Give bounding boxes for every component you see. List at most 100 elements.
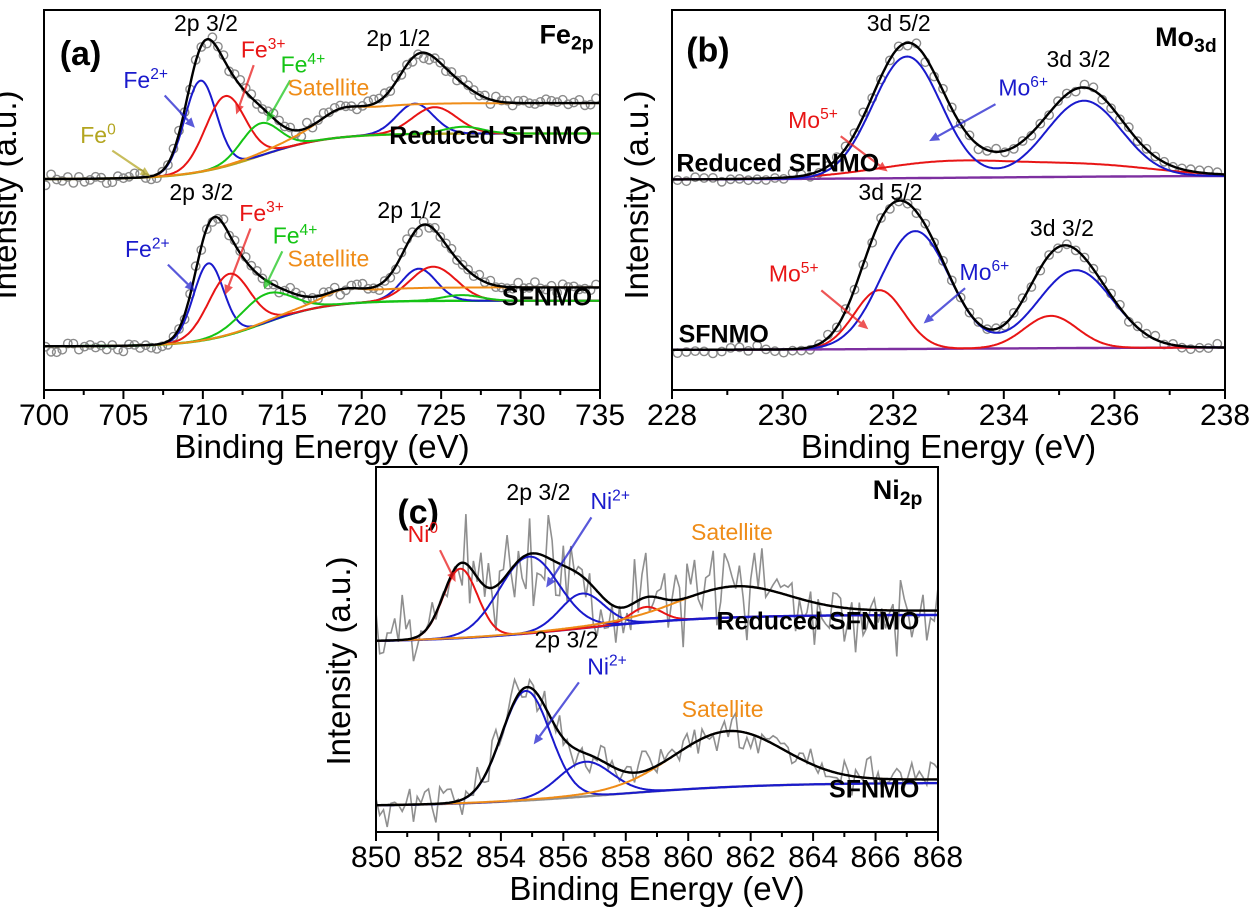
figure-shape bbox=[1061, 88, 1072, 99]
figure-shape bbox=[1185, 344, 1196, 355]
corner-label: Mo3d bbox=[1155, 22, 1217, 57]
x-tick-label: 860 bbox=[663, 841, 713, 874]
annotation-arrowhead bbox=[139, 167, 151, 177]
figure-shape bbox=[876, 213, 886, 223]
envelope-curve-reduced-sfnmo bbox=[673, 41, 1224, 181]
figure-shape bbox=[708, 172, 718, 183]
figure-shape: 4+ bbox=[300, 222, 318, 239]
figure-shape bbox=[716, 346, 727, 357]
figure-shape bbox=[911, 208, 922, 219]
annotation-arrowhead bbox=[264, 278, 273, 290]
figure-shape bbox=[435, 231, 446, 242]
figure-shape bbox=[257, 273, 268, 284]
region-2p32-top: 2p 3/2 bbox=[506, 479, 570, 505]
figure-shape bbox=[743, 345, 754, 356]
annotation-arrow bbox=[538, 681, 580, 737]
figure-shape bbox=[457, 259, 468, 270]
figure-shape bbox=[1053, 243, 1063, 254]
figure-shape: (a) bbox=[60, 35, 102, 73]
x-tick-label: 730 bbox=[496, 399, 546, 432]
spectrum-sfnmo bbox=[673, 196, 1224, 359]
envelope-curve-reduced-sfnmo bbox=[377, 552, 937, 642]
figure-shape bbox=[1044, 110, 1055, 121]
figure-shape bbox=[518, 95, 529, 106]
figure-shape: 0 bbox=[107, 121, 116, 138]
figure-shape: 3+ bbox=[268, 36, 286, 53]
figure-shape bbox=[113, 171, 123, 182]
figure-shape: 2p 1/2 bbox=[377, 197, 441, 223]
figure-shape: Fe bbox=[123, 67, 150, 93]
annotation-arrowhead bbox=[266, 111, 276, 123]
figure-shape bbox=[1035, 118, 1046, 129]
figure-shape bbox=[346, 280, 357, 291]
fe3-bot: Fe3+ bbox=[239, 199, 284, 226]
mo5-top: Mo5+ bbox=[788, 106, 838, 133]
figure-shape: Satellite bbox=[691, 519, 773, 545]
figure-shape: 3d 3/2 bbox=[1047, 46, 1111, 72]
figure-shape bbox=[418, 216, 429, 227]
figure-shape bbox=[591, 279, 599, 290]
panel-a: 700 705 710 715 720 725 730 735 Binding Energy (… bbox=[0, 9, 625, 465]
figure-shape bbox=[435, 57, 446, 68]
figure-shape bbox=[699, 346, 709, 357]
annotation-arrow bbox=[267, 250, 284, 281]
figure-shape: 2p 1/2 bbox=[366, 25, 430, 51]
figure-shape: 2p 3/2 bbox=[506, 479, 570, 505]
fe4-top: Fe4+ bbox=[281, 51, 326, 78]
x-axis-c: 850 852 854 856 858 860 862 864 866 868 bbox=[351, 832, 963, 874]
fe3-top: Fe3+ bbox=[241, 36, 286, 63]
figure-shape: Fe bbox=[281, 52, 308, 78]
figure-shape bbox=[1115, 114, 1125, 125]
figure-shape bbox=[396, 70, 407, 80]
figure-shape bbox=[502, 95, 512, 106]
x-tick-label: 868 bbox=[913, 841, 963, 874]
data-trace-sfnmo bbox=[377, 676, 937, 828]
figure-shape bbox=[1159, 156, 1170, 167]
annotation-arrowhead bbox=[546, 576, 556, 588]
figure-shape bbox=[902, 40, 913, 51]
ni0-top: Ni0 bbox=[408, 520, 439, 547]
figure-shape bbox=[162, 160, 173, 170]
x-axis-a: 700 705 710 715 720 725 730 735 bbox=[19, 390, 625, 432]
figure-shape: Ni bbox=[873, 475, 900, 505]
figure-shape bbox=[1061, 239, 1072, 250]
region-3d52-top: 3d 5/2 bbox=[867, 10, 931, 36]
figure-shape: 3+ bbox=[266, 199, 284, 216]
x-tick-label: 238 bbox=[1200, 399, 1250, 432]
annotation-arrow bbox=[163, 94, 189, 122]
panel-b: 228 230 232 234 236 238 Binding Energy (eV) Int… bbox=[618, 9, 1250, 465]
figure-shape bbox=[452, 75, 462, 86]
y-axis-title: Intensity (a.u.) bbox=[320, 556, 357, 765]
x-tick-label: 850 bbox=[351, 841, 401, 874]
annotation-arrow bbox=[820, 289, 862, 324]
x-tick-label: 705 bbox=[98, 399, 148, 432]
annotation-arrowhead bbox=[923, 313, 935, 324]
spectrum-reduced-sfnmo bbox=[673, 38, 1224, 187]
figure-shape: 2p bbox=[900, 488, 923, 510]
annotation-arrow bbox=[550, 516, 593, 580]
figure-shape bbox=[840, 141, 851, 152]
annotation-arrow bbox=[227, 228, 252, 287]
figure-shape bbox=[1123, 122, 1134, 133]
annotation-arrow bbox=[270, 79, 292, 114]
panel-letter: (c) bbox=[397, 494, 439, 532]
panel-c: 850 852 854 856 858 860 862 864 866 868 Binding En… bbox=[320, 466, 963, 907]
region-2p12-bot: 2p 1/2 bbox=[377, 197, 441, 223]
figure-shape bbox=[379, 276, 390, 286]
x-tick-label: 710 bbox=[178, 399, 228, 432]
figure-shape bbox=[831, 152, 842, 163]
annotation-arrow bbox=[167, 263, 189, 285]
figure-shape bbox=[279, 121, 290, 132]
sample-reduced: Reduced SFNMO bbox=[676, 150, 879, 178]
annotation-arrowhead bbox=[929, 132, 941, 142]
annotation-arrowhead bbox=[447, 571, 456, 582]
x-tick-label: 735 bbox=[575, 399, 625, 432]
annotation-arrow bbox=[930, 287, 966, 318]
x-tick-label: 854 bbox=[476, 841, 526, 874]
figure-shape: Reduced SFNMO bbox=[389, 122, 592, 150]
figure-shape: 2+ bbox=[150, 66, 168, 83]
region-3d32-bot: 3d 3/2 bbox=[1030, 215, 1094, 241]
figure-shape bbox=[385, 86, 396, 97]
figure-shape bbox=[1008, 307, 1019, 318]
